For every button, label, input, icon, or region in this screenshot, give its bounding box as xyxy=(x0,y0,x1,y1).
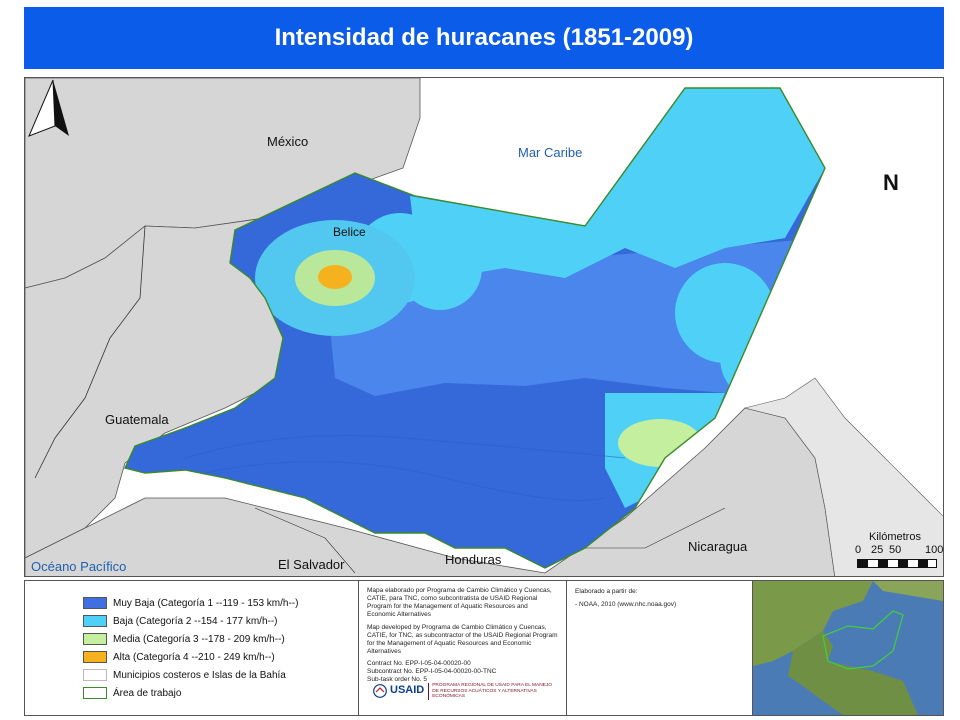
map-title: Intensidad de huracanes (1851-2009) xyxy=(274,24,694,51)
legend-swatch xyxy=(83,615,107,627)
legend-item-media: Media (Categoría 3 --178 - 209 km/h--) xyxy=(83,631,285,647)
usaid-logo: USAID PROGRAMA REGIONAL DE USAID PARA EL… xyxy=(373,683,552,700)
label-nicaragua: Nicaragua xyxy=(688,539,748,554)
area-de-trabajo-outline xyxy=(124,87,826,569)
zone-baja-cays xyxy=(398,226,482,310)
credits-en: Map developed by Programa de Cambio Clim… xyxy=(367,623,558,655)
legend-item-area: Área de trabajo xyxy=(83,685,181,701)
legend: Muy Baja (Categoría 1 --119 - 153 km/h--… xyxy=(25,581,359,715)
terrain-line xyxy=(204,461,606,501)
inset-map-graphic xyxy=(753,581,943,715)
credits-subtask: Sub-task order No. 5 xyxy=(367,676,427,684)
label-honduras: Honduras xyxy=(445,552,502,567)
map-frame[interactable]: México Belice Mar Caribe Guatemala Océan… xyxy=(24,77,944,577)
legend-item-muy-baja: Muy Baja (Categoría 1 --119 - 153 km/h--… xyxy=(83,595,298,611)
scale-ticks: 0 25 50 100 xyxy=(855,544,944,556)
credits-es: Mapa elaborado por Programa de Cambio Cl… xyxy=(367,587,552,619)
legend-item-municipios: Municipios costeros e Islas de la Bahía xyxy=(83,667,286,683)
label-el-salvador: El Salvador xyxy=(278,557,345,572)
scale-title: Kilómetros xyxy=(869,531,921,543)
scale-graphic xyxy=(857,559,937,568)
zone-alta-belize[interactable] xyxy=(318,265,352,289)
legend-swatch xyxy=(83,687,107,699)
scale-bar: Kilómetros 0 25 50 100 xyxy=(847,531,943,575)
sources-heading: Elaborado a partir de: xyxy=(575,588,638,595)
label-mexico: México xyxy=(267,134,309,149)
legend-swatch xyxy=(83,669,107,681)
legend-item-baja: Baja (Categoría 2 --154 - 177 km/h--) xyxy=(83,613,278,629)
legend-item-alta: Alta (Categoría 4 --210 - 249 km/h--) xyxy=(83,649,275,665)
locator-inset-map[interactable] xyxy=(753,581,943,715)
legend-swatch xyxy=(83,597,107,609)
land-nicaragua-coast xyxy=(744,377,943,576)
label-mar-caribe: Mar Caribe xyxy=(518,145,583,160)
sources-item: - NOAA, 2010 (www.nhc.noaa.gov) xyxy=(575,601,677,609)
north-label: N xyxy=(883,170,899,195)
border-mexico-guatemala xyxy=(34,225,146,479)
label-guatemala: Guatemala xyxy=(105,412,169,427)
title-bar: Intensidad de huracanes (1851-2009) xyxy=(24,7,944,69)
sources-panel: Elaborado a partir de: - NOAA, 2010 (www… xyxy=(567,581,753,715)
legend-swatch xyxy=(83,651,107,663)
map-footer: Muy Baja (Categoría 1 --119 - 153 km/h--… xyxy=(24,580,944,716)
credits-contract: Contract No. EPP-I-05-04-00020-00 xyxy=(367,660,471,667)
credits-panel: Mapa elaborado por Programa de Cambio Cl… xyxy=(359,581,567,715)
terrain-line xyxy=(184,435,626,459)
label-belice: Belice xyxy=(333,225,366,239)
zone-baja-north[interactable] xyxy=(410,88,825,278)
usaid-seal-icon xyxy=(373,684,387,699)
legend-swatch xyxy=(83,633,107,645)
north-arrow-icon xyxy=(28,79,69,137)
border-honduras-nicaragua xyxy=(585,507,726,549)
credits-subcontract: Subcontract No. EPP-I-05-04-00020-00-TNC xyxy=(367,668,497,676)
border-elsalvador xyxy=(254,507,356,574)
label-oceano-pacifico: Océano Pacífico xyxy=(31,559,127,574)
hurricane-intensity-map[interactable] xyxy=(25,78,944,577)
